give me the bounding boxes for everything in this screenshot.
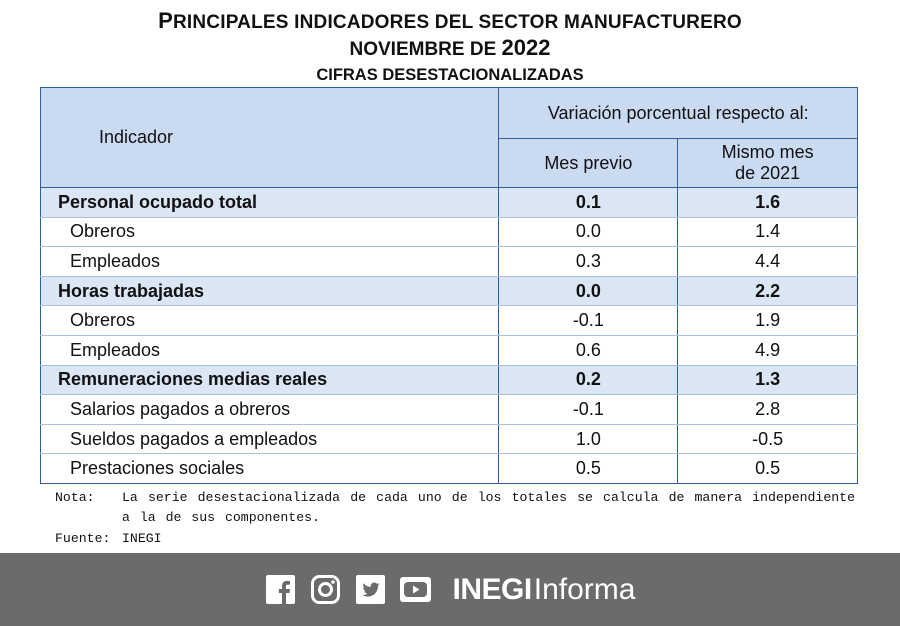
row-same-value: 1.4	[677, 216, 858, 248]
row-prev-value: 0.0	[498, 275, 679, 307]
footer-bar: INEGI Informa	[0, 553, 900, 626]
twitter-icon[interactable]	[355, 574, 386, 605]
table-row: Empleados 0.3 4.4	[39, 246, 858, 277]
row-same-value: 4.4	[677, 246, 858, 277]
row-prev-value: -0.1	[498, 394, 679, 425]
facebook-icon[interactable]	[265, 574, 296, 605]
row-prev-value: 1.0	[498, 423, 679, 455]
inegi-informa-logo: INEGI Informa	[453, 573, 636, 607]
row-label: Horas trabajadas	[39, 275, 500, 307]
column-header-same-month: Mismo mes de 2021	[677, 138, 858, 188]
row-label: Prestaciones sociales	[39, 453, 500, 484]
table-header-row: Indicador Variación porcentual respecto …	[39, 87, 858, 188]
row-same-value: 0.5	[677, 453, 858, 484]
row-same-value: 1.9	[677, 305, 858, 336]
row-prev-value: 0.5	[498, 453, 679, 484]
source-row: Fuente: INEGI	[55, 529, 855, 549]
youtube-icon[interactable]	[399, 574, 431, 605]
row-label: Obreros	[39, 216, 500, 248]
table-row: Horas trabajadas 0.0 2.2	[39, 275, 858, 307]
row-label: Remuneraciones medias reales	[39, 364, 500, 396]
table-row: Obreros -0.1 1.9	[39, 305, 858, 336]
table-row: Sueldos pagados a empleados 1.0 -0.5	[39, 423, 858, 455]
row-same-value: 1.3	[677, 364, 858, 396]
row-label: Obreros	[39, 305, 500, 336]
row-same-value: 1.6	[677, 187, 858, 218]
indicators-table: Indicador Variación porcentual respecto …	[39, 87, 858, 484]
row-prev-value: 0.2	[498, 364, 679, 396]
source-key: Fuente:	[55, 531, 111, 546]
row-same-value: 2.8	[677, 394, 858, 425]
table-row: Salarios pagados a obreros -0.1 2.8	[39, 394, 858, 425]
brand-bold: INEGI	[452, 572, 533, 606]
row-prev-value: -0.1	[498, 305, 679, 336]
instagram-icon[interactable]	[310, 574, 341, 605]
notes-block: Nota: La serie desestacionalizada de cad…	[55, 488, 855, 549]
table-row: Personal ocupado total 0.1 1.6	[39, 187, 858, 218]
subtitle-month: NOVIEMBRE DE	[349, 39, 502, 60]
same-month-line2: de 2021	[735, 163, 801, 183]
table-row: Empleados 0.6 4.9	[39, 334, 858, 366]
social-icons	[265, 574, 431, 605]
column-header-prev-month: Mes previo	[498, 138, 679, 188]
subtitle-year: 2022	[501, 35, 551, 60]
source-text: INEGI	[122, 531, 162, 546]
row-label: Personal ocupado total	[39, 187, 500, 218]
column-header-variation: Variación porcentual respecto al:	[498, 87, 858, 139]
table-row: Obreros 0.0 1.4	[39, 216, 858, 248]
column-header-indicator: Indicador	[39, 87, 500, 188]
row-same-value: 2.2	[677, 275, 858, 307]
note-text: La serie desestacionalizada de cada uno …	[122, 490, 855, 525]
row-label: Salarios pagados a obreros	[39, 394, 500, 425]
table-subheader-row: Mes previo Mismo mes de 2021	[41, 138, 858, 188]
row-label: Empleados	[39, 246, 500, 277]
page-subtitle-date: NOVIEMBRE DE 2022	[0, 36, 900, 62]
same-month-line1: Mismo mes	[721, 142, 814, 162]
brand-light: Informa	[533, 572, 636, 606]
page-subtitle-series: CIFRAS DESESTACIONALIZADAS	[316, 66, 584, 84]
row-same-value: 4.9	[677, 334, 858, 366]
row-prev-value: 0.3	[498, 246, 679, 277]
row-prev-value: 0.0	[498, 216, 679, 248]
page-title: PRINCIPALES INDICADORES DEL SECTOR MANUF…	[0, 8, 900, 36]
row-label: Empleados	[39, 334, 500, 366]
row-label: Sueldos pagados a empleados	[39, 423, 500, 455]
title-block: PRINCIPALES INDICADORES DEL SECTOR MANUF…	[0, 8, 900, 88]
title-rest: RINCIPALES INDICADORES DEL SECTOR MANUFA…	[172, 12, 742, 33]
row-same-value: -0.5	[677, 423, 858, 455]
row-prev-value: 0.6	[498, 334, 679, 366]
row-prev-value: 0.1	[498, 187, 679, 218]
note-key: Nota:	[55, 490, 95, 505]
table-row: Remuneraciones medias reales 0.2 1.3	[39, 364, 858, 396]
note-row: Nota: La serie desestacionalizada de cad…	[55, 488, 855, 528]
title-lead-letter: P	[158, 8, 173, 33]
table-row: Prestaciones sociales 0.5 0.5	[39, 453, 858, 484]
